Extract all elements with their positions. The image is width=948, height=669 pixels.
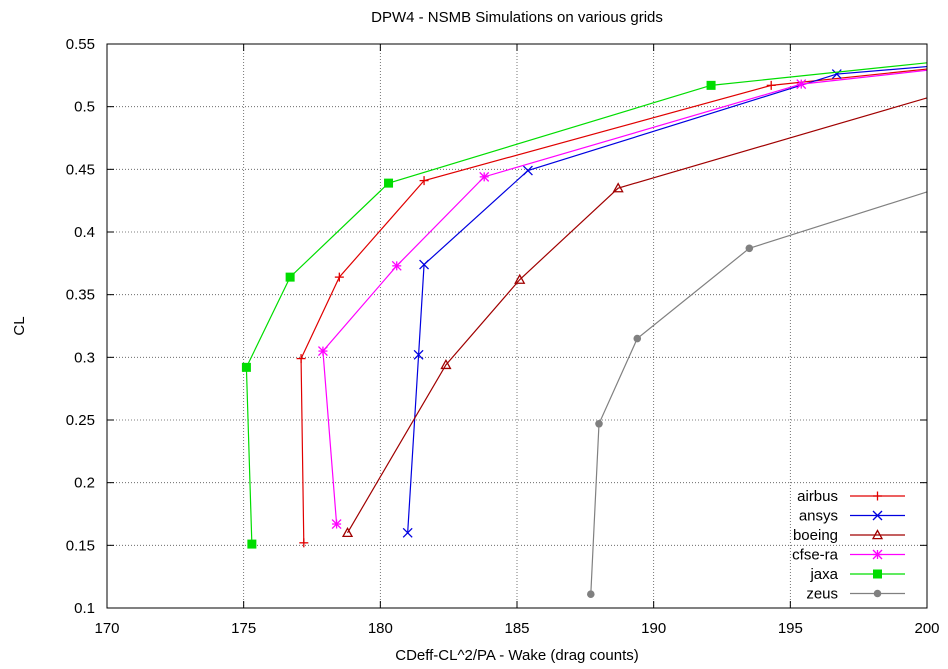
legend-label: boeing: [793, 527, 838, 544]
legend-label: jaxa: [809, 566, 838, 583]
series-line-airbus: [300, 68, 927, 543]
data-point-cfse-ra: [796, 79, 807, 90]
data-point-cfse-ra: [331, 519, 342, 529]
y-tick-label: 0.1: [74, 600, 95, 617]
legend-item-zeus: zeus: [806, 586, 905, 603]
y-tick-label: 0.35: [66, 287, 95, 304]
legend-marker: [871, 529, 884, 540]
series-cfse-ra: [317, 69, 927, 529]
data-point-zeus: [587, 590, 595, 599]
series-line-cfse-ra: [322, 69, 927, 525]
x-tick-label: 200: [914, 620, 939, 637]
data-point-boeing: [341, 526, 354, 538]
legend-item-jaxa: jaxa: [809, 566, 905, 583]
legend-label: airbus: [797, 488, 838, 505]
data-point-ansys: [419, 259, 430, 270]
data-point-airbus: [334, 272, 344, 282]
data-point-airbus: [299, 538, 309, 548]
y-tick-label: 0.3: [74, 349, 95, 366]
y-axis-label: CL: [11, 316, 28, 335]
data-point-zeus: [595, 419, 603, 428]
plot-frame: [106, 43, 928, 609]
data-point-boeing: [440, 359, 452, 370]
x-tick-label: 170: [94, 620, 119, 637]
data-point-jaxa: [706, 80, 716, 90]
series-jaxa: [241, 62, 927, 549]
data-point-jaxa: [247, 539, 257, 549]
data-point-jaxa: [384, 178, 394, 188]
legend-label: cfse-ra: [792, 547, 839, 564]
legend-item-boeing: boeing: [793, 527, 905, 544]
x-tick-label: 190: [641, 620, 666, 637]
y-tick-label: 0.2: [74, 475, 95, 492]
data-point-jaxa: [285, 272, 295, 282]
data-point-ansys: [413, 349, 424, 360]
series-line-jaxa: [245, 62, 927, 545]
data-point-ansys: [522, 165, 533, 176]
axis-ticks: 170 175 180 185 190 195 200 0.1 0.15 0.2 0.25 0.3 0.…: [66, 36, 940, 637]
data-point-cfse-ra: [479, 171, 490, 182]
series-boeing: [341, 97, 927, 538]
data-point-zeus: [633, 334, 642, 343]
y-tick-label: 0.5: [74, 99, 95, 116]
chart-title: DPW4 - NSMB Simulations on various grids: [371, 9, 663, 26]
y-tick-label: 0.45: [66, 161, 95, 178]
legend-item-ansys: ansys: [799, 508, 905, 525]
x-tick-label: 175: [231, 620, 256, 637]
legend-label: ansys: [799, 508, 838, 525]
y-tick-label: 0.25: [66, 412, 95, 429]
data-point-airbus: [296, 354, 306, 364]
data-point-ansys: [831, 69, 842, 80]
y-tick-label: 0.15: [66, 537, 95, 554]
x-tick-label: 185: [504, 620, 529, 637]
data-point-jaxa: [241, 362, 251, 372]
legend-marker: [872, 549, 883, 560]
series-layer: [241, 62, 927, 599]
series-line-boeing: [347, 97, 927, 534]
legend-marker: [872, 510, 883, 521]
y-tick-label: 0.4: [74, 224, 95, 241]
legend-item-cfse-ra: cfse-ra: [792, 547, 905, 564]
series-airbus: [296, 68, 927, 548]
data-point-boeing: [514, 273, 526, 284]
data-point-boeing: [612, 182, 624, 193]
data-point-cfse-ra: [317, 346, 328, 357]
legend-marker: [873, 569, 882, 579]
series-zeus: [587, 191, 927, 599]
series-line-zeus: [590, 191, 927, 595]
x-tick-label: 180: [368, 620, 393, 637]
legend-item-airbus: airbus: [797, 488, 905, 505]
data-point-zeus: [745, 244, 754, 253]
series-line-ansys: [407, 65, 927, 533]
y-tick-label: 0.55: [66, 36, 95, 53]
x-tick-label: 195: [778, 620, 803, 637]
series-ansys: [402, 65, 927, 538]
legend-marker: [873, 589, 882, 598]
x-axis-label: CDeff-CL^2/PA - Wake (drag counts): [395, 647, 639, 664]
legend: airbus ansys boeing cfse-ra jaxa zeus: [792, 488, 905, 603]
data-point-cfse-ra: [391, 260, 402, 271]
data-point-airbus: [419, 176, 429, 186]
data-point-airbus: [766, 80, 776, 90]
legend-marker: [873, 491, 882, 501]
data-point-ansys: [402, 527, 413, 538]
legend-label: zeus: [806, 586, 838, 603]
